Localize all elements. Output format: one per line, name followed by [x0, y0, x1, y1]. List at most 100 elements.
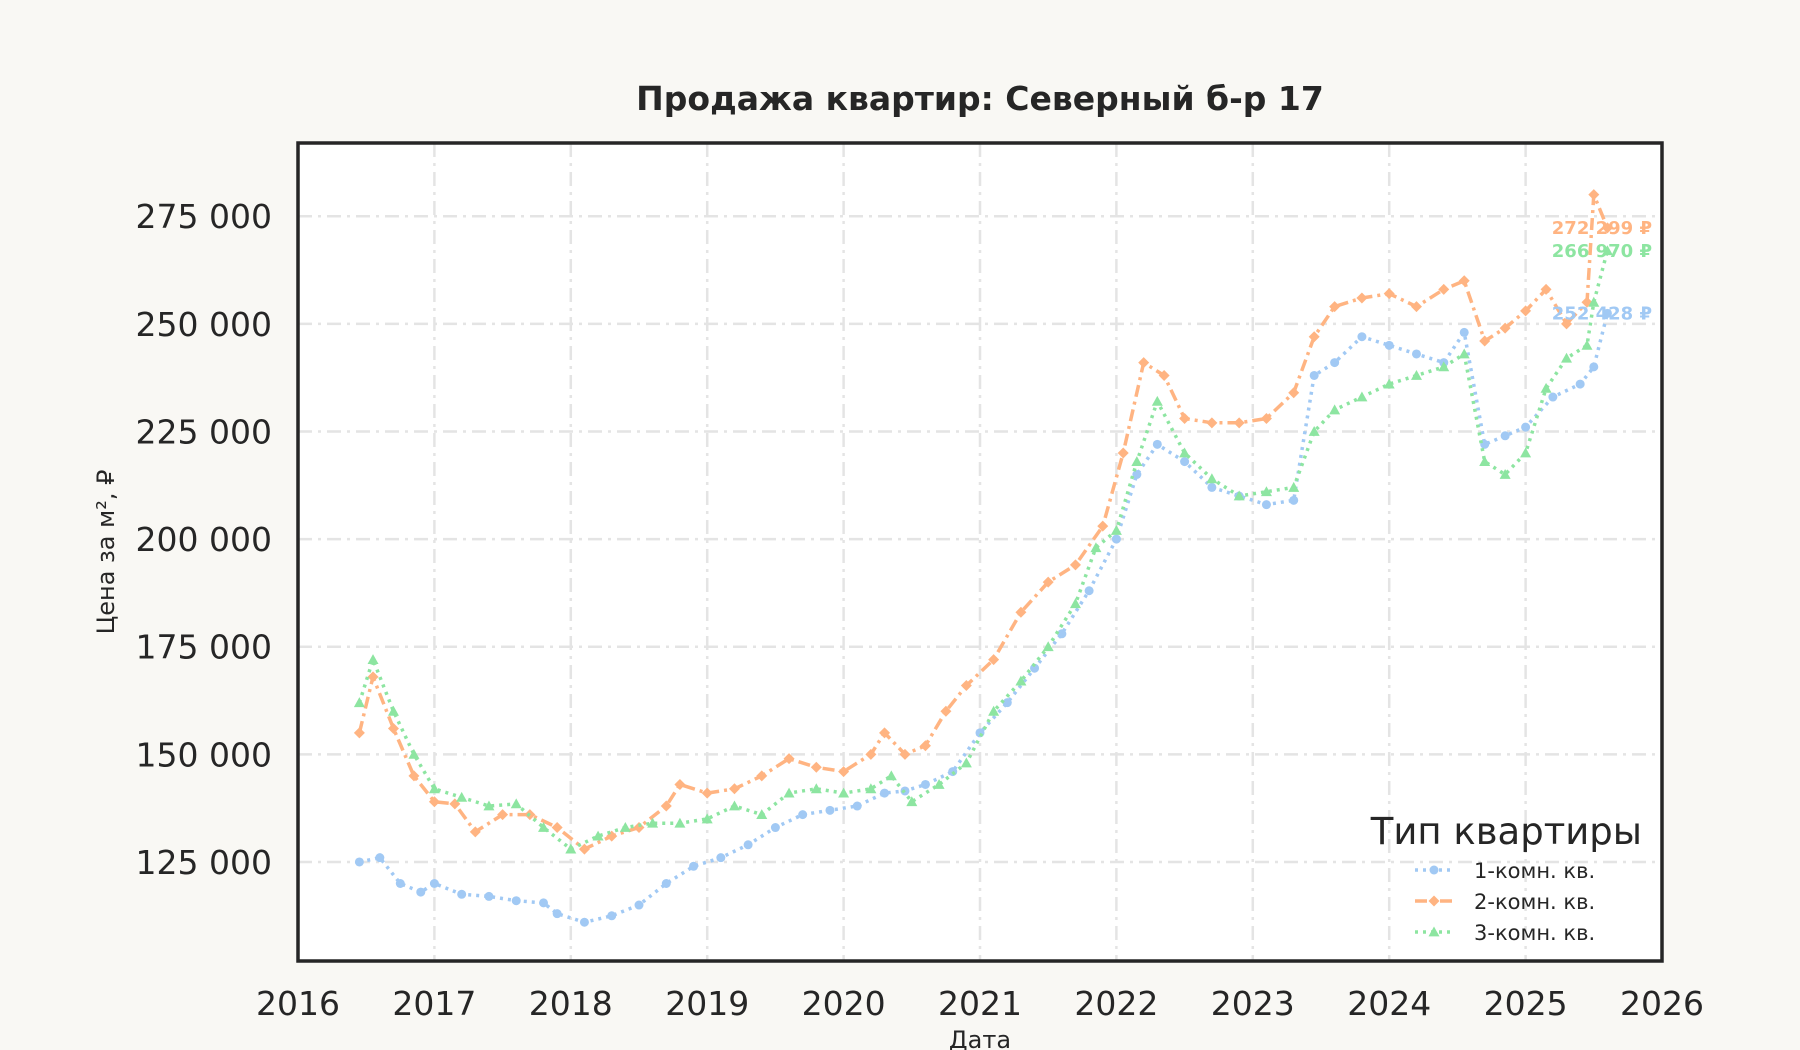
- data-point: [933, 778, 945, 789]
- data-point: [1602, 308, 1612, 318]
- data-point: [1042, 576, 1054, 588]
- data-point: [1410, 301, 1422, 313]
- data-point: [1561, 352, 1573, 363]
- series-1: [354, 308, 1612, 927]
- data-point: [660, 800, 672, 812]
- data-point: [1233, 490, 1245, 501]
- last-value-label: 266 970 ₽: [1552, 241, 1652, 262]
- data-point: [1581, 339, 1593, 350]
- data-point: [674, 778, 686, 790]
- data-point: [511, 896, 521, 906]
- data-point: [661, 879, 671, 889]
- data-point: [920, 779, 930, 789]
- data-point: [1459, 327, 1469, 337]
- data-point: [1540, 283, 1552, 295]
- data-point: [1261, 500, 1271, 510]
- data-point: [1042, 641, 1054, 652]
- data-point: [1206, 417, 1218, 429]
- data-point: [810, 761, 822, 773]
- y-tick-label: 200 000: [136, 520, 272, 559]
- data-point: [1309, 370, 1319, 380]
- legend-title: Тип квартиры: [1370, 810, 1642, 853]
- data-point: [919, 740, 931, 752]
- data-point: [1180, 457, 1190, 467]
- data-point: [852, 801, 862, 811]
- data-point: [484, 891, 494, 901]
- y-tick-label: 250 000: [136, 305, 272, 344]
- data-point: [838, 787, 850, 798]
- data-point: [1479, 335, 1491, 347]
- data-point: [408, 770, 420, 782]
- data-point: [510, 798, 522, 809]
- data-point: [1479, 456, 1491, 466]
- data-point: [716, 853, 726, 863]
- data-point: [1179, 413, 1191, 425]
- data-point: [1499, 469, 1511, 479]
- data-point: [1132, 470, 1142, 480]
- data-point: [1458, 348, 1470, 359]
- y-tick-label: 175 000: [136, 628, 272, 667]
- data-point: [1500, 431, 1510, 441]
- data-point: [1458, 275, 1470, 287]
- data-point: [756, 770, 768, 782]
- data-point: [551, 822, 563, 834]
- data-point: [1588, 296, 1600, 307]
- y-tick-label: 125 000: [136, 843, 272, 882]
- data-point: [940, 705, 952, 717]
- x-axis-label: Дата: [949, 1026, 1011, 1050]
- data-point: [756, 809, 768, 820]
- data-point: [457, 889, 467, 899]
- data-point: [647, 817, 659, 828]
- x-tick-label: 2020: [802, 984, 886, 1023]
- series-3: [353, 245, 1613, 854]
- data-point: [387, 723, 399, 735]
- data-point: [1057, 629, 1067, 639]
- x-tick-label: 2019: [665, 984, 749, 1023]
- data-point: [743, 840, 753, 850]
- data-point: [1090, 542, 1102, 553]
- data-point: [1260, 413, 1272, 425]
- data-point: [428, 783, 440, 794]
- data-point: [885, 770, 897, 781]
- data-point: [1384, 340, 1394, 350]
- plot-frame: [296, 141, 1664, 963]
- data-point: [1097, 520, 1109, 532]
- y-tick-label: 275 000: [136, 197, 272, 236]
- data-point: [1288, 387, 1300, 399]
- data-point: [619, 822, 631, 832]
- x-tick-label: 2023: [1211, 984, 1295, 1023]
- data-point: [1438, 361, 1450, 372]
- data-point: [1548, 392, 1558, 402]
- data-point: [1002, 698, 1012, 708]
- data-point: [1233, 417, 1245, 429]
- data-point: [798, 810, 808, 820]
- grid: [298, 143, 1662, 961]
- data-point: [1329, 301, 1341, 313]
- data-point: [728, 783, 740, 795]
- data-point: [353, 727, 365, 739]
- legend-swatch-marker: [1429, 865, 1439, 875]
- data-point: [1601, 222, 1613, 234]
- x-tick-label: 2025: [1484, 984, 1568, 1023]
- data-point: [579, 917, 589, 927]
- data-point: [1575, 379, 1585, 389]
- data-point: [1206, 473, 1218, 484]
- data-point: [539, 898, 549, 908]
- data-point: [960, 679, 972, 691]
- data-point: [1069, 598, 1081, 609]
- data-point: [960, 757, 972, 768]
- data-point: [880, 788, 890, 798]
- x-tick-label: 2016: [256, 984, 340, 1023]
- data-point: [429, 879, 439, 889]
- data-point: [538, 822, 550, 832]
- chart-title: Продажа квартир: Северный б-р 17: [636, 79, 1324, 118]
- data-point: [1138, 357, 1150, 369]
- series-layer: [353, 189, 1613, 927]
- data-point: [1520, 305, 1532, 317]
- data-point: [375, 853, 385, 863]
- data-point: [1308, 425, 1320, 436]
- data-point: [1410, 369, 1422, 380]
- x-tick-label: 2017: [392, 984, 476, 1023]
- data-point: [408, 748, 420, 759]
